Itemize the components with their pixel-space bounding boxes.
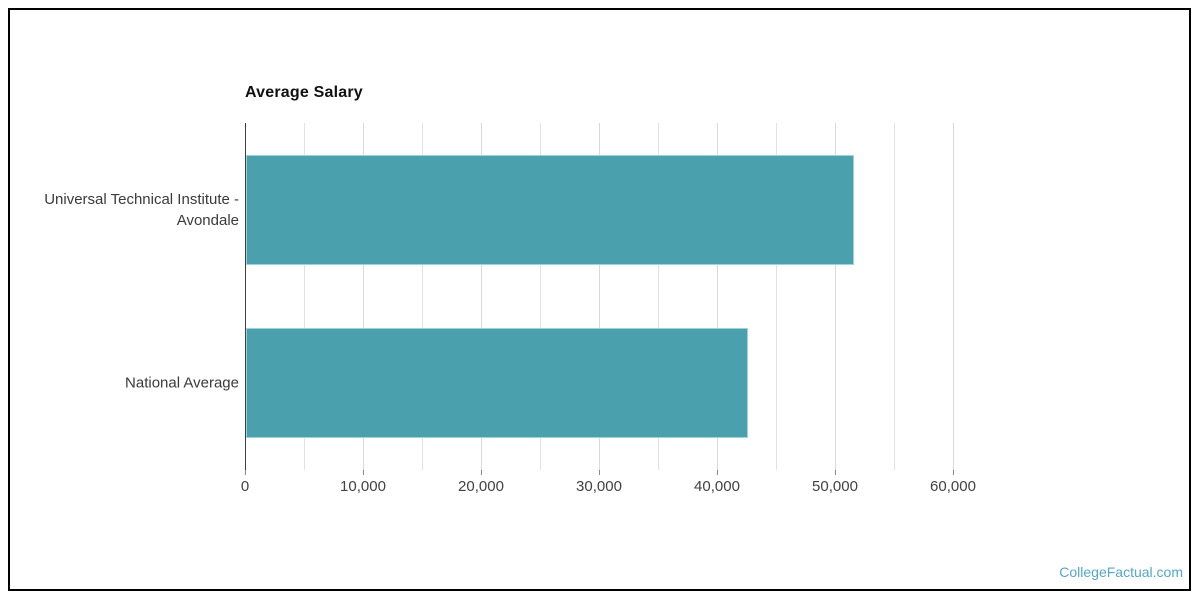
x-tick-label: 30,000 — [576, 478, 622, 495]
x-gridline — [894, 123, 895, 470]
x-tick-mark — [835, 470, 836, 475]
x-gridline — [717, 123, 718, 470]
x-tick-label: 60,000 — [930, 478, 976, 495]
brand-link[interactable]: CollegeFactual.com — [1059, 564, 1183, 580]
x-tick-mark — [245, 470, 246, 475]
x-tick-label: 0 — [240, 478, 250, 495]
x-tick-label: 50,000 — [812, 478, 858, 495]
x-tick-mark — [363, 470, 364, 475]
plot-area: 0 10,000 20,000 30,000 40,000 50,000 60,000 — [241, 123, 1040, 495]
x-tick-mark — [717, 470, 718, 475]
x-gridline — [540, 123, 541, 470]
x-gridline — [363, 123, 364, 470]
bar-universal-technical-institute-avondale[interactable] — [246, 154, 854, 265]
x-tick-label: 40,000 — [694, 478, 740, 495]
x-gridline — [481, 123, 482, 470]
x-tick-mark — [481, 470, 482, 475]
bar-national-average[interactable] — [246, 328, 748, 439]
chart-title: Average Salary — [245, 84, 363, 101]
category-axis-labels: Universal Technical Institute - Avondale N… — [14, 123, 241, 470]
x-gridline — [422, 123, 423, 470]
x-gridline — [599, 123, 600, 470]
y-axis-line — [245, 123, 246, 470]
x-tick-mark — [953, 470, 954, 475]
x-tick-label: 20,000 — [458, 478, 504, 495]
category-label: National Average — [125, 374, 239, 392]
x-gridline — [953, 123, 954, 470]
category-label: Universal Technical Institute - Avondale — [44, 190, 239, 229]
x-gridline — [835, 123, 836, 470]
x-tick-mark — [599, 470, 600, 475]
x-gridline — [658, 123, 659, 470]
x-tick-label: 10,000 — [340, 478, 386, 495]
x-gridline — [304, 123, 305, 470]
x-gridline — [776, 123, 777, 470]
